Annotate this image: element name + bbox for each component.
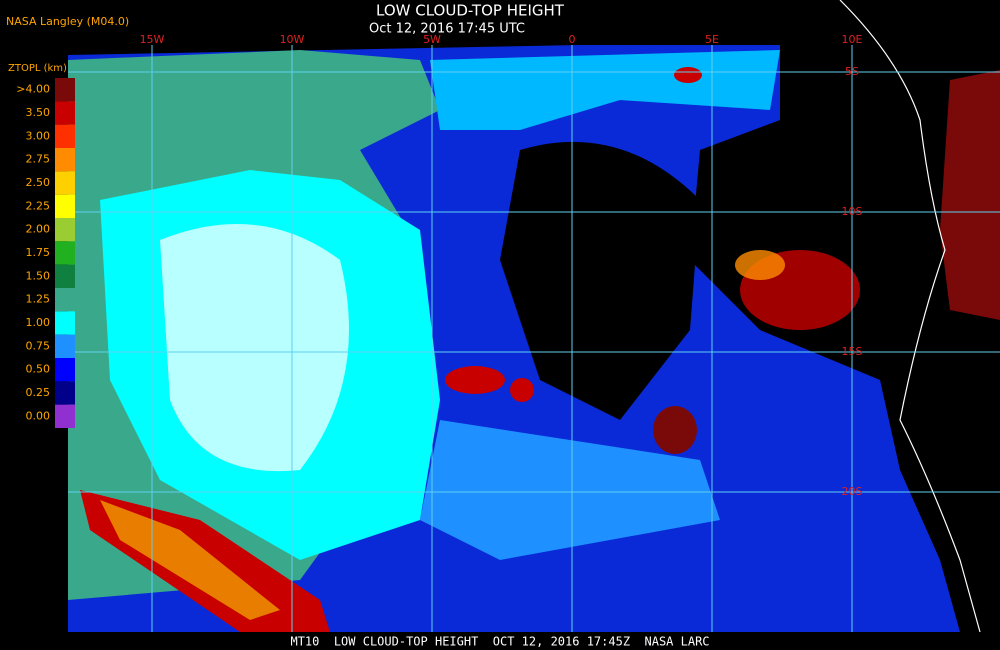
latitude-label: 20S bbox=[842, 485, 863, 498]
legend-label: 0.00 bbox=[26, 409, 51, 422]
cloud-cell bbox=[674, 67, 702, 83]
cloud-cell bbox=[735, 250, 785, 280]
legend-label: 2.75 bbox=[26, 153, 51, 166]
legend-swatch bbox=[55, 124, 75, 148]
legend-label: >4.00 bbox=[16, 83, 50, 96]
legend-swatch bbox=[55, 148, 75, 172]
legend-swatch bbox=[55, 194, 75, 218]
source-label: NASA Langley (M04.0) bbox=[6, 15, 129, 28]
legend-label: 1.75 bbox=[26, 246, 51, 259]
legend-swatch bbox=[55, 264, 75, 288]
legend-label: 2.50 bbox=[26, 176, 51, 189]
title: LOW CLOUD-TOP HEIGHT bbox=[376, 2, 565, 20]
legend-label: 1.00 bbox=[26, 316, 51, 329]
legend-swatch bbox=[55, 381, 75, 405]
land-high bbox=[940, 70, 1000, 320]
clear-area bbox=[500, 141, 700, 420]
legend-swatch bbox=[55, 101, 75, 125]
legend-label: 0.75 bbox=[26, 339, 51, 352]
legend-swatch bbox=[55, 78, 75, 102]
high-cloud-streak bbox=[100, 500, 280, 620]
legend-swatch bbox=[55, 404, 75, 428]
longitude-label: 5E bbox=[705, 33, 719, 46]
cloud-cell bbox=[510, 378, 534, 402]
legend-swatch bbox=[55, 311, 75, 335]
legend-label: 2.00 bbox=[26, 223, 51, 236]
longitude-label: 15W bbox=[140, 33, 165, 46]
blue-cloud-area bbox=[420, 420, 720, 560]
legend-label: 1.25 bbox=[26, 293, 51, 306]
legend-swatch bbox=[55, 334, 75, 358]
cloud-cell bbox=[653, 406, 697, 454]
bright-cloud-core bbox=[160, 224, 349, 472]
cloud-imagery bbox=[68, 0, 1000, 633]
latitude-label: 15S bbox=[842, 345, 863, 358]
legend-label: 3.00 bbox=[26, 129, 51, 142]
legend-label: 2.25 bbox=[26, 199, 51, 212]
cloud-cell bbox=[445, 366, 505, 394]
legend-swatch bbox=[55, 241, 75, 265]
longitude-label: 5W bbox=[423, 33, 441, 46]
legend-label: 3.50 bbox=[26, 106, 51, 119]
legend-swatch bbox=[55, 358, 75, 382]
latitude-label: 10S bbox=[842, 205, 863, 218]
legend-label: 0.25 bbox=[26, 386, 51, 399]
timestamp: Oct 12, 2016 17:45 UTC bbox=[369, 22, 525, 37]
caption: MT10 LOW CLOUD-TOP HEIGHT OCT 12, 2016 1… bbox=[290, 635, 709, 649]
legend-label: 1.50 bbox=[26, 269, 51, 282]
legend: ZTOPL (km) >4.00 3.50 3.00 2.75 2.50 2.25 2.00 1… bbox=[8, 63, 75, 428]
latitude-label: 5S bbox=[845, 65, 859, 78]
coastline bbox=[839, 0, 981, 633]
legend-swatch bbox=[55, 171, 75, 195]
longitude-label: 10W bbox=[280, 33, 305, 46]
legend-title: ZTOPL (km) bbox=[8, 63, 67, 74]
legend-label: 0.50 bbox=[26, 363, 51, 376]
longitude-label: 0 bbox=[569, 33, 576, 46]
graticule: 15W 10W 5W 0 5E 10E 5S 10S 15S 20S bbox=[68, 33, 1000, 632]
legend-swatch bbox=[55, 218, 75, 242]
legend-swatch bbox=[55, 288, 75, 312]
longitude-label: 10E bbox=[842, 33, 863, 46]
